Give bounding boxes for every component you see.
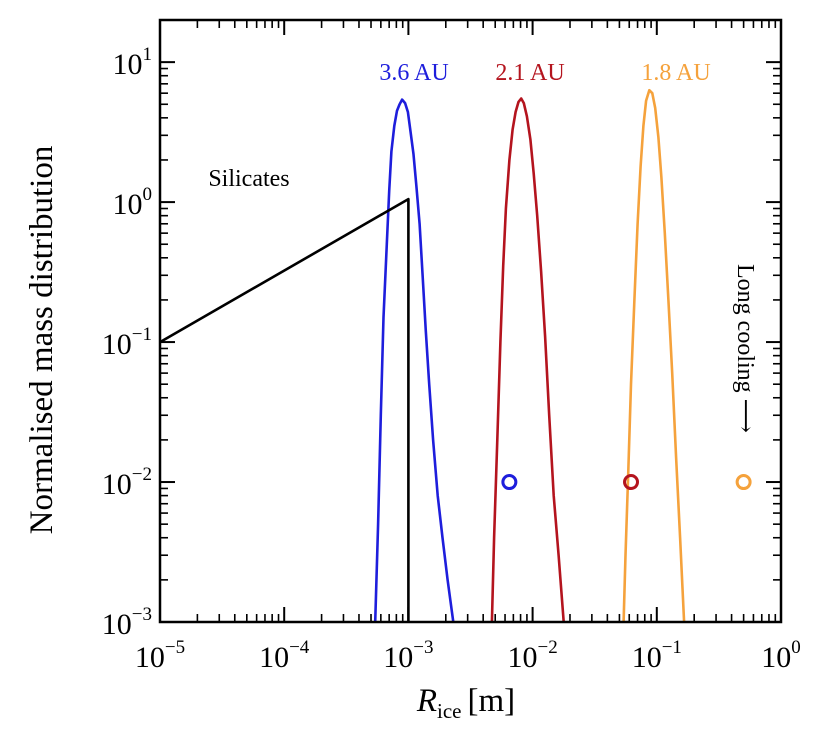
open-circle-marker-3 — [735, 474, 752, 491]
tick-layer: 10−5 10−4 10−3 10−2 10−1 100 10−3 10−2 10−1 100 10… — [102, 19, 801, 674]
series-line-silicates — [160, 197, 410, 622]
series-line-3-6-au — [373, 98, 455, 622]
open-circle-marker-2 — [623, 474, 640, 491]
series-line-1-8-au — [622, 88, 686, 622]
y-axis-title: Normalised mass distribution — [24, 146, 60, 535]
x-tick-label: 100 — [761, 637, 801, 674]
series-label-1-8-au: 1.8 AU — [641, 60, 710, 86]
data-layer — [160, 88, 752, 622]
y-tick-label: 10−2 — [102, 464, 152, 501]
x-tick-label: 10−3 — [383, 637, 433, 674]
x-axis-title-unit: [m] — [468, 683, 516, 719]
axes-frame — [158, 18, 783, 624]
y-tick-label: 101 — [113, 44, 153, 81]
x-tick-label: 10−2 — [507, 637, 557, 674]
x-tick-label: 10−1 — [632, 637, 682, 674]
series-label-3-6-au: 3.6 AU — [379, 60, 448, 86]
series-line-2-1-au — [490, 97, 565, 622]
x-axis-title-sub: ice — [437, 699, 461, 723]
x-tick-label: 10−4 — [259, 637, 310, 674]
y-tick-label: 10−3 — [102, 604, 152, 641]
y-tick-label: 10−1 — [102, 324, 152, 361]
y-tick-label: 100 — [113, 184, 153, 221]
open-circle-marker-1 — [501, 474, 518, 491]
series-label-2-1-au: 2.1 AU — [495, 60, 564, 86]
x-axis-title-main: R — [416, 683, 437, 719]
x-tick-label: 10−5 — [135, 637, 185, 674]
long-cooling-label: Long cooling ⟶ — [732, 264, 758, 433]
x-axis-title: Rice [m] — [416, 683, 515, 723]
silicates-label: Silicates — [208, 166, 289, 192]
